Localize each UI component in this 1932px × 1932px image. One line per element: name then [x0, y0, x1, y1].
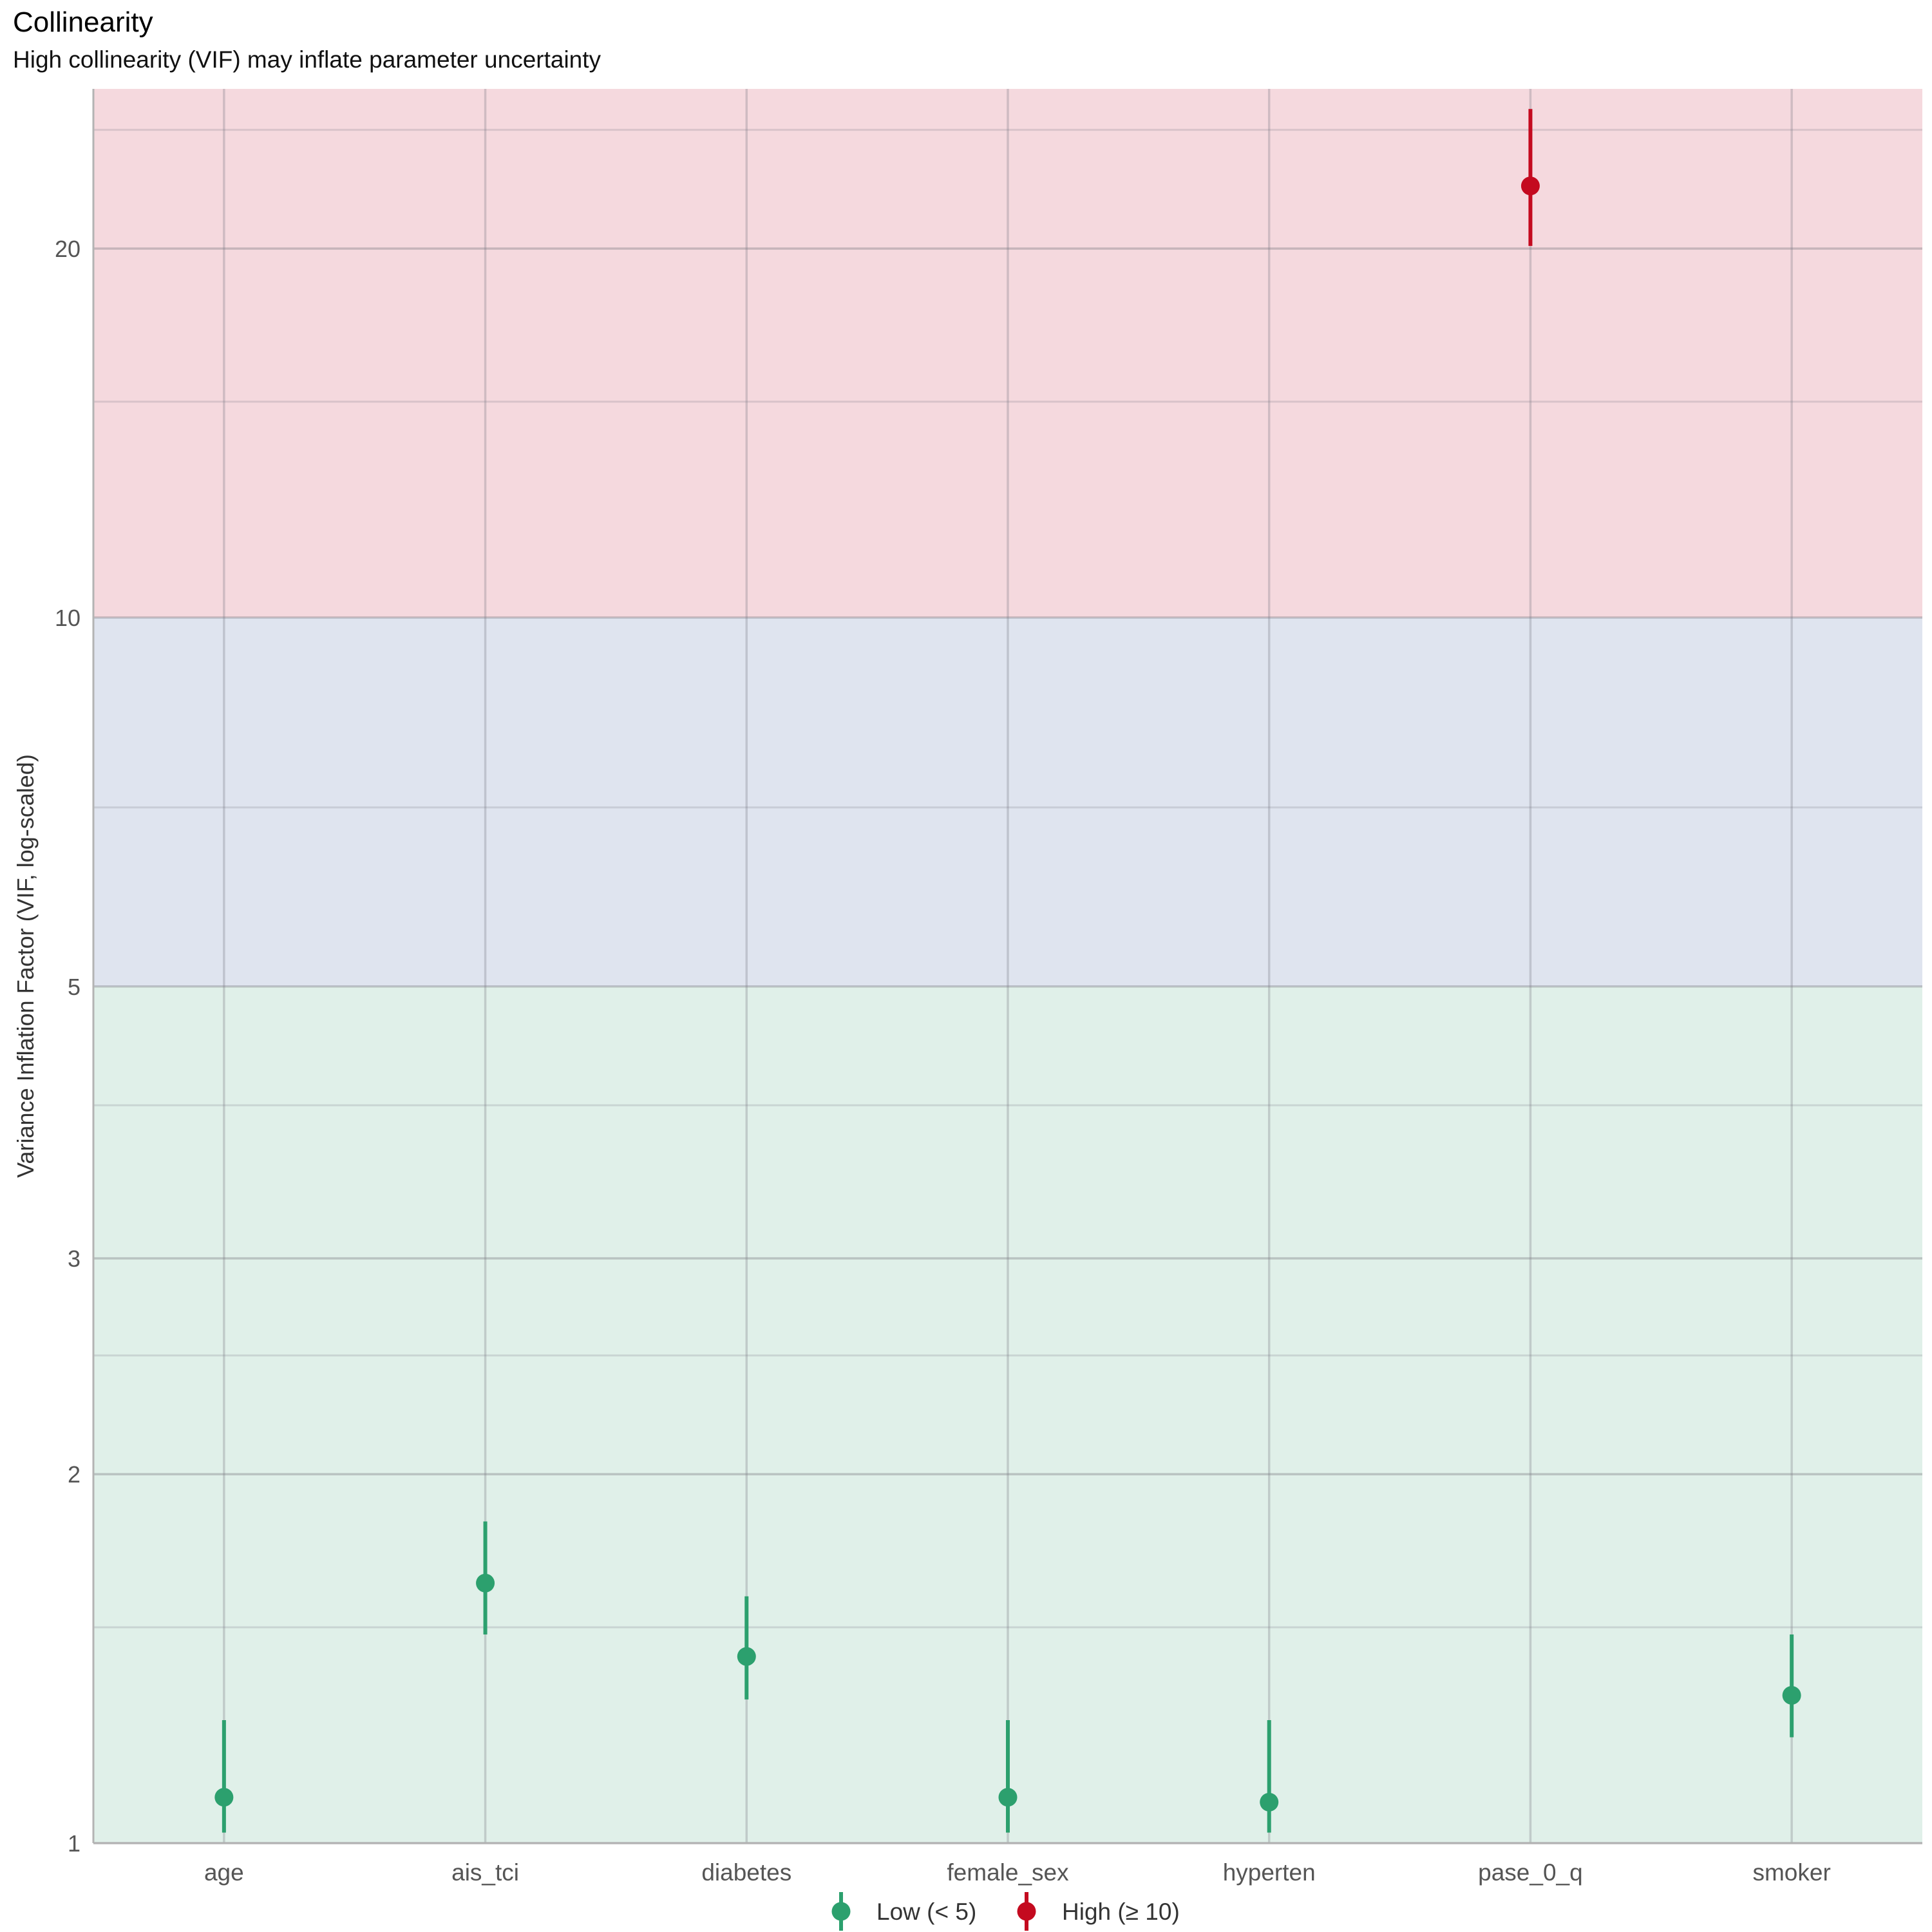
y-tick-label: 20 — [55, 236, 80, 262]
y-tick-label: 2 — [68, 1461, 80, 1488]
chart-title: Collinearity — [13, 6, 153, 38]
band-1 — [93, 617, 1922, 987]
y-tick-label: 3 — [68, 1245, 80, 1272]
y-tick-label: 5 — [68, 974, 80, 1000]
x-tick-label: diabetes — [701, 1859, 791, 1886]
point-ais_tci — [476, 1573, 495, 1593]
data-marks — [214, 109, 1801, 1833]
x-tick-label: age — [204, 1859, 244, 1886]
legend: Low (< 5) High (≥ 10) — [831, 1892, 1180, 1931]
point-hyperten — [1260, 1792, 1279, 1812]
x-tick-label: smoker — [1752, 1859, 1830, 1886]
x-tick-label: ais_tci — [451, 1859, 519, 1886]
point-pase_0_q — [1520, 176, 1540, 196]
tick-labels: 1 2 3 5 10 20 age ais_tci diabetes female_sex hype… — [55, 236, 1831, 1886]
chart-subtitle: High collinearity (VIF) may inflate para… — [13, 46, 601, 73]
point-female_sex — [998, 1788, 1018, 1807]
band-0 — [93, 986, 1922, 1843]
point-diabetes — [737, 1647, 756, 1666]
legend-label: Low (< 5) — [876, 1899, 976, 1925]
point-age — [214, 1788, 234, 1807]
y-tick-label: 10 — [55, 605, 80, 631]
legend-key-point — [831, 1902, 851, 1921]
y-tick-label: 1 — [68, 1830, 80, 1857]
axes — [92, 89, 1922, 1844]
x-tick-label: hyperten — [1223, 1859, 1316, 1886]
x-tick-label: female_sex — [947, 1859, 1069, 1886]
point-smoker — [1782, 1686, 1801, 1705]
x-tick-label: pase_0_q — [1478, 1859, 1583, 1886]
threshold-bands — [93, 89, 1922, 1843]
legend-key-point — [1017, 1902, 1036, 1921]
legend-label: High (≥ 10) — [1062, 1899, 1180, 1925]
band-2 — [93, 89, 1922, 618]
